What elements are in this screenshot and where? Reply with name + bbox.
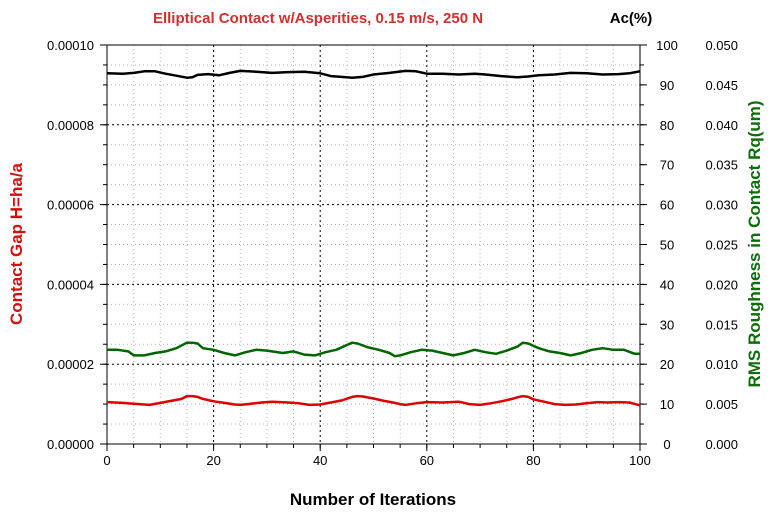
left-tick-label: 0.00010 [47, 38, 94, 53]
right-inner-tick-label: 50 [660, 238, 674, 253]
series-line-contact-gap [106, 394, 641, 407]
data-series [106, 69, 641, 407]
x-tick-label: 60 [420, 453, 434, 468]
right-inner-tick-label: 30 [660, 317, 674, 332]
right-inner-tick-label: 100 [656, 38, 678, 53]
series-line-rms-roughness [107, 341, 640, 358]
right-inner-tick-label: 60 [660, 198, 674, 213]
left-tick-label: 0.00004 [47, 277, 94, 292]
right-inner-tick-label: 80 [660, 118, 674, 133]
chart-title: Elliptical Contact w/Asperities, 0.15 m/… [153, 10, 483, 27]
axes: 0 20 40 60 80 1000.000000.000020.000040.00006… [47, 38, 738, 468]
right-outer-tick-label: 0.045 [705, 78, 738, 93]
right-inner-axis-title: Ac(%) [610, 10, 653, 27]
left-tick-label: 0.00006 [47, 198, 94, 213]
x-axis-label: Number of Iterations [290, 490, 456, 509]
right-inner-tick-label: 0 [663, 437, 670, 452]
x-tick-label: 100 [629, 453, 651, 468]
series-line-ac-percent [106, 69, 641, 79]
left-tick-label: 0.00008 [47, 118, 94, 133]
right-outer-tick-label: 0.025 [705, 238, 738, 253]
right-outer-tick-label: 0.015 [705, 317, 738, 332]
right-inner-tick-label: 40 [660, 277, 674, 292]
right-inner-tick-label: 10 [660, 397, 674, 412]
x-tick-label: 20 [206, 453, 220, 468]
left-tick-label: 0.00000 [47, 437, 94, 452]
right-outer-tick-label: 0.040 [705, 118, 738, 133]
grid-lines [107, 45, 640, 444]
right-outer-tick-label: 0.020 [705, 277, 738, 292]
x-tick-label: 0 [103, 453, 110, 468]
right-outer-tick-label: 0.050 [705, 38, 738, 53]
left-axis-label: Contact Gap H=ha/a [7, 162, 26, 325]
right-inner-tick-label: 90 [660, 78, 674, 93]
x-tick-label: 40 [313, 453, 327, 468]
right-inner-tick-label: 70 [660, 158, 674, 173]
right-outer-axis-label: RMS Roughness in Contact Rq(um) [745, 100, 764, 387]
right-outer-tick-label: 0.000 [705, 437, 738, 452]
right-outer-tick-label: 0.030 [705, 198, 738, 213]
right-outer-tick-label: 0.035 [705, 158, 738, 173]
right-outer-tick-label: 0.005 [705, 397, 738, 412]
left-tick-label: 0.00002 [47, 357, 94, 372]
x-tick-label: 80 [526, 453, 540, 468]
right-outer-tick-label: 0.010 [705, 357, 738, 372]
right-inner-tick-label: 20 [660, 357, 674, 372]
